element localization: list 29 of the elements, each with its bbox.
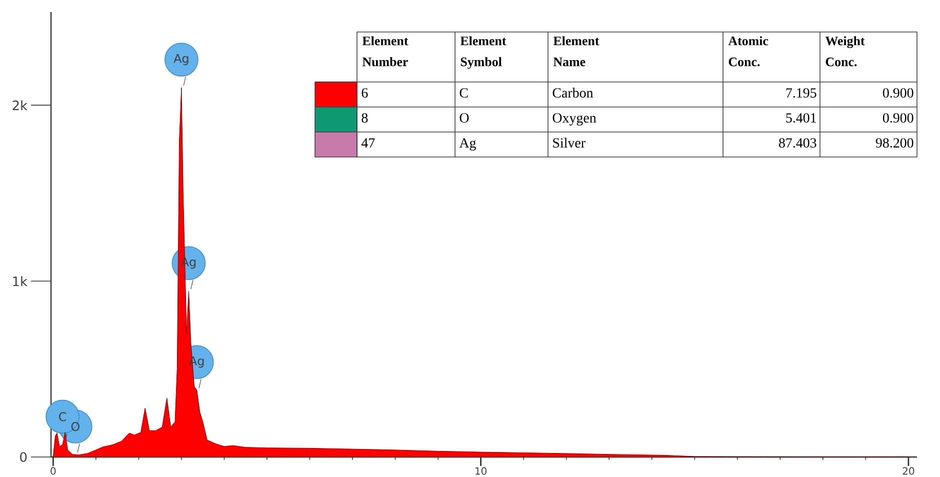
x-tick-label: 10	[476, 467, 486, 475]
text: 6	[362, 88, 368, 98]
y-tick-label: 2k	[12, 100, 28, 110]
text: Ag	[459, 138, 476, 150]
text: 8	[362, 113, 368, 123]
text: 0.900	[882, 113, 914, 123]
category-label: Atomic Conc.	[728, 36, 768, 66]
text: 5.401	[786, 113, 816, 123]
annotation: Ag	[174, 54, 188, 66]
text: Carbon	[552, 88, 594, 98]
text: O	[460, 113, 469, 123]
category-label: Element Symbol	[460, 36, 506, 69]
text: C	[460, 88, 468, 98]
category-label: Element Name	[553, 36, 600, 66]
text: 7.195	[786, 88, 816, 98]
annotation: O	[71, 422, 80, 432]
y-tick-label: 0	[20, 452, 27, 462]
x-tick-label: 20	[902, 467, 914, 475]
x-tick-label: 0	[50, 467, 56, 475]
y-tick-label: 1k	[13, 276, 28, 286]
text: 87.403	[778, 138, 816, 148]
text: 0.900	[882, 88, 914, 98]
text: Oxygen	[552, 113, 596, 126]
text: 47	[361, 138, 375, 148]
annotation: C	[59, 412, 66, 422]
category-label: Element Number	[362, 36, 408, 66]
text: 98.200	[876, 138, 914, 148]
category-label: Weight Conc.	[825, 36, 865, 66]
text: Silver	[553, 138, 586, 148]
